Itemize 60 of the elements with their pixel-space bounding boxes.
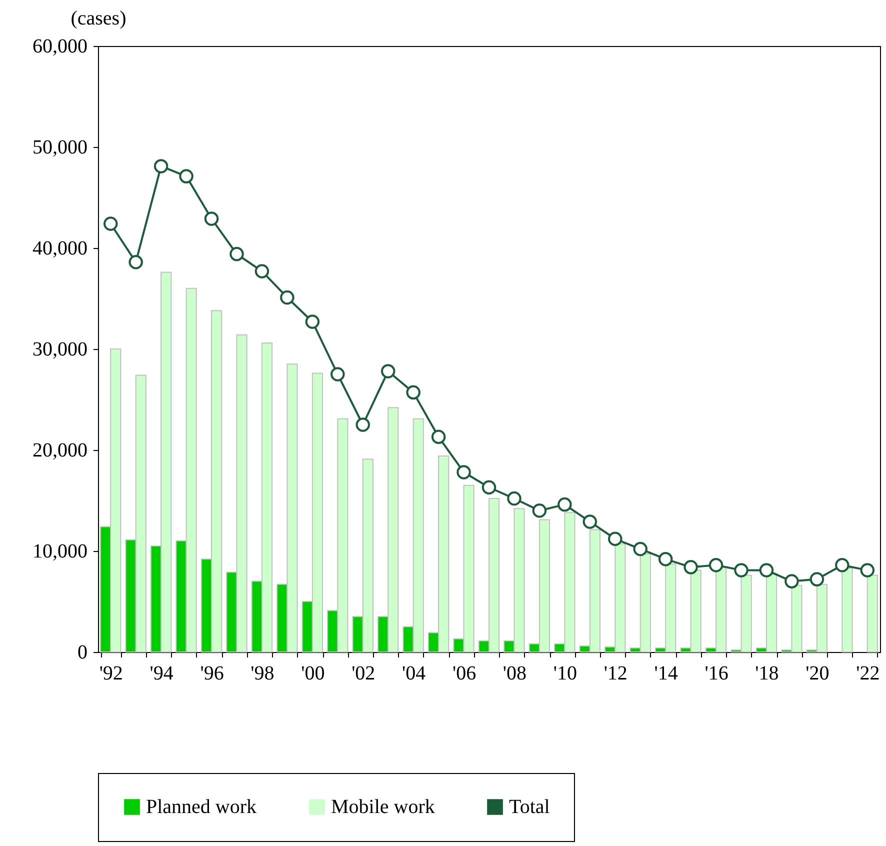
x-tick-label: '22 (856, 662, 880, 684)
point (179, 169, 194, 184)
bar (866, 574, 878, 652)
point (507, 491, 522, 506)
point (582, 514, 598, 529)
point (759, 563, 774, 578)
x-tick-label: '16 (704, 662, 728, 684)
point (431, 430, 446, 444)
point (280, 290, 294, 305)
point (128, 255, 143, 270)
point (633, 542, 648, 556)
x-tick-label: '04 (402, 662, 426, 684)
x-tick-label: '14 (654, 662, 678, 684)
x-tick-label: '18 (755, 662, 779, 684)
point (356, 418, 370, 432)
point (330, 367, 345, 382)
point (482, 480, 496, 494)
point (305, 314, 320, 329)
point (608, 532, 622, 546)
point (734, 563, 748, 578)
y-axis-title: (cases) (70, 8, 126, 30)
y-tick-label: 40,000 (32, 238, 88, 260)
point (380, 364, 396, 378)
y-tick-label: 0 (78, 642, 88, 664)
y-tick-label: 60,000 (32, 36, 88, 58)
x-tick-label: '12 (604, 662, 628, 684)
point (406, 385, 420, 400)
point (658, 552, 673, 566)
point (784, 574, 799, 588)
x-tick-label: '96 (200, 662, 224, 684)
x-tick-label: '00 (301, 662, 325, 684)
point (684, 560, 698, 574)
point (230, 246, 244, 262)
x-tick-label: '98 (250, 662, 274, 684)
x-tick-label: '08 (502, 662, 527, 684)
point (532, 503, 547, 518)
legend-label: Total (509, 796, 550, 818)
point (254, 264, 270, 278)
x-tick-label: '92 (99, 662, 123, 684)
y-tick-label: 20,000 (32, 440, 88, 462)
x-tick-label: '06 (452, 662, 476, 684)
x-tick-label: '94 (150, 662, 174, 684)
point (204, 212, 219, 226)
point (708, 558, 724, 572)
point (154, 159, 168, 174)
legend-label: Mobile work (331, 796, 435, 818)
legend-label: Planned work (146, 796, 257, 818)
point (860, 563, 875, 578)
x-tick-label: '02 (352, 662, 376, 684)
point (456, 465, 471, 480)
x-tick-label: '20 (806, 662, 830, 684)
y-tick-label: 50,000 (32, 136, 88, 158)
point (810, 572, 824, 586)
point (558, 497, 572, 512)
point (835, 558, 850, 572)
bar (842, 568, 853, 652)
point (103, 216, 118, 231)
x-tick-label: '10 (553, 662, 577, 684)
y-tick-label: 30,000 (32, 338, 88, 360)
y-tick-label: 10,000 (32, 540, 88, 562)
